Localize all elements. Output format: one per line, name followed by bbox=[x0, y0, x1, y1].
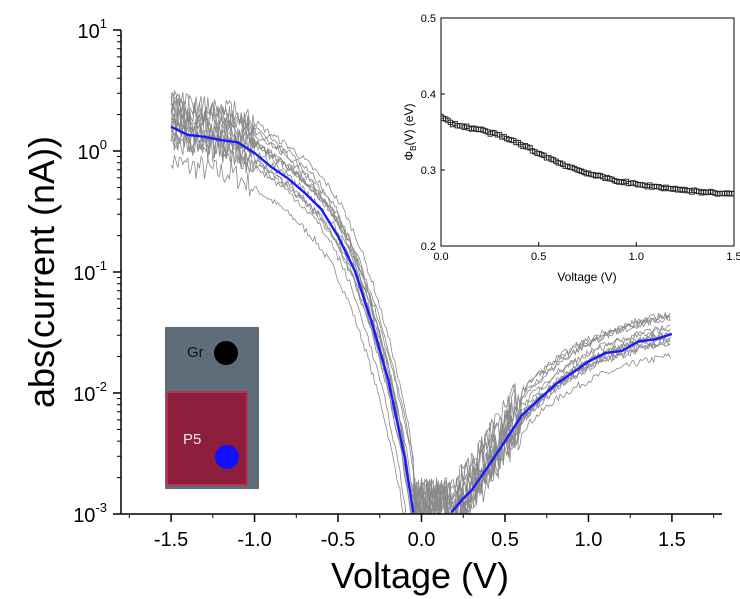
average-curve bbox=[170, 125, 415, 513]
barrier-height-inset: 0.0 0.5 1.0 1.5 0.2 0.3 0.4 0.5 Voltage (V) ΦB… bbox=[402, 13, 740, 284]
inset-x-tick-label: 0.0 bbox=[433, 251, 448, 263]
device-photo-inset: Gr P5 bbox=[165, 327, 259, 489]
x-tick-label: 1.0 bbox=[575, 529, 603, 551]
individual-curves bbox=[170, 89, 671, 514]
y-tick-base: 10 bbox=[78, 21, 100, 43]
inset-y-tick-label: 0.4 bbox=[421, 89, 436, 101]
y-tick-label: 101 bbox=[78, 16, 107, 43]
average-curve-layer bbox=[170, 125, 673, 514]
inset-ylabel-rest: (V) (eV) bbox=[402, 104, 416, 146]
inset-x-tick-label: 0.5 bbox=[531, 251, 546, 263]
gr-contact-dot bbox=[214, 341, 238, 365]
main-chart: -1.5 -1.0 -0.5 0.0 0.5 1.0 1.5 10110010-110-21… bbox=[21, 16, 722, 596]
individual-curve bbox=[170, 92, 671, 514]
average-curve bbox=[450, 332, 673, 514]
inset-ylabel-phi: Φ bbox=[402, 151, 416, 161]
p5-label: P5 bbox=[183, 431, 201, 448]
y-tick-label: 10-3 bbox=[73, 500, 107, 527]
y-tick-exponent: -3 bbox=[95, 500, 107, 515]
x-tick-label: -1.0 bbox=[237, 529, 271, 551]
y-tick-base: 10 bbox=[73, 505, 95, 527]
gr-label: Gr bbox=[187, 344, 204, 361]
individual-curve bbox=[170, 127, 671, 514]
x-tick-label: -0.5 bbox=[321, 529, 355, 551]
inset-ylabel-sub: B bbox=[409, 146, 418, 151]
y-tick-exponent: 1 bbox=[100, 16, 107, 31]
inset-data-points bbox=[441, 113, 734, 197]
y-tick-label: 100 bbox=[78, 137, 107, 164]
y-tick-base: 10 bbox=[73, 384, 95, 406]
p5-contact-dot bbox=[215, 445, 239, 469]
x-tick-label: 0.0 bbox=[408, 529, 436, 551]
x-tick-label: 1.5 bbox=[658, 529, 686, 551]
inset-x-ticks: 0.0 0.5 1.0 1.5 bbox=[433, 242, 740, 263]
inset-y-tick-label: 0.2 bbox=[421, 241, 436, 253]
inset-y-ticks: 0.2 0.3 0.4 0.5 bbox=[421, 13, 445, 253]
p5-pad bbox=[166, 391, 248, 486]
individual-curve bbox=[170, 112, 671, 514]
inset-y-tick-label: 0.5 bbox=[421, 13, 436, 25]
x-ticks: -1.5 -1.0 -0.5 0.0 0.5 1.0 1.5 bbox=[128, 514, 715, 551]
y-tick-base: 10 bbox=[73, 263, 95, 285]
inset-y-tick-label: 0.3 bbox=[421, 165, 436, 177]
y-tick-label: 10-1 bbox=[73, 258, 107, 285]
x-tick-label: 0.5 bbox=[491, 529, 519, 551]
y-tick-exponent: 0 bbox=[100, 137, 107, 152]
y-tick-exponent: -2 bbox=[95, 379, 107, 394]
y-tick-base: 10 bbox=[78, 142, 100, 164]
inset-x-tick-label: 1.5 bbox=[726, 251, 740, 263]
y-axis-label: abs(current (nA)) bbox=[21, 136, 62, 408]
x-axis-label: Voltage (V) bbox=[331, 555, 509, 596]
inset-x-axis-label: Voltage (V) bbox=[557, 270, 616, 284]
inset-y-axis-label: ΦB(V) (eV) bbox=[402, 104, 418, 161]
inset-data-point bbox=[731, 191, 734, 197]
y-tick-exponent: -1 bbox=[95, 258, 107, 273]
y-tick-label: 10-2 bbox=[73, 379, 107, 406]
inset-x-tick-label: 1.0 bbox=[629, 251, 644, 263]
x-tick-label: -1.5 bbox=[154, 529, 188, 551]
